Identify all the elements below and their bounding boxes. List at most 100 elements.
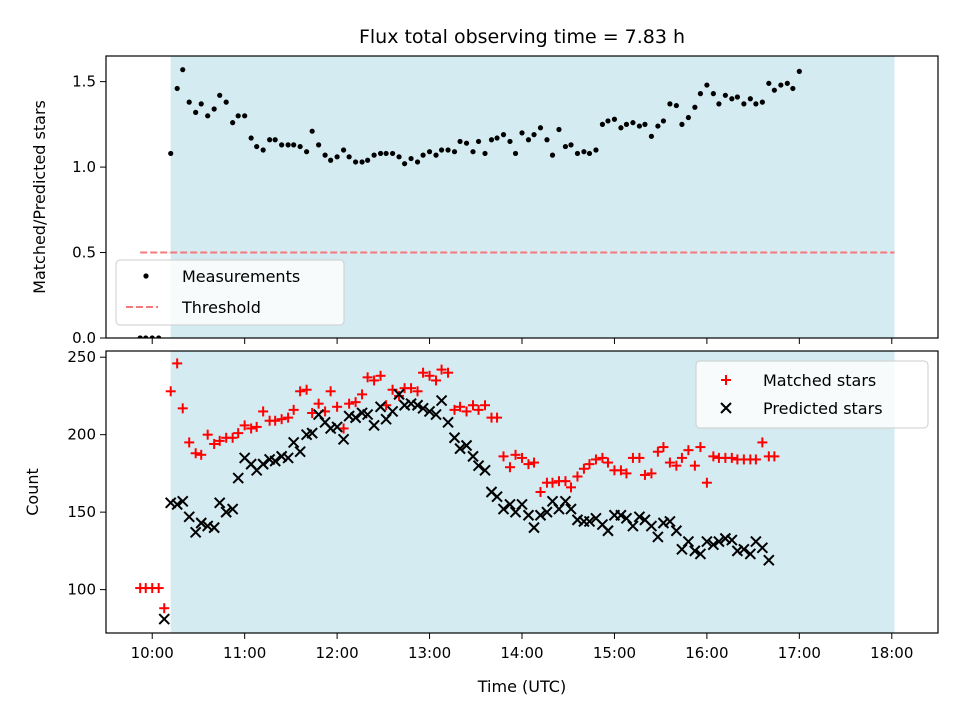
measurement-point — [316, 142, 322, 148]
measurement-point — [174, 85, 180, 92]
measurement-point — [544, 137, 550, 143]
measurement-point — [371, 152, 377, 158]
matched-star-point — [209, 438, 220, 449]
matched-star-point — [412, 386, 423, 397]
matched-star-point — [695, 442, 706, 453]
matched-star-point — [517, 452, 527, 463]
matched-star-point — [455, 401, 466, 412]
matched-star-point — [301, 384, 312, 395]
x-tick-label: 14:00 — [500, 644, 543, 662]
measurement-point — [859, 0, 864, 3]
measurement-point — [586, 150, 593, 157]
measurement-point — [636, 123, 643, 129]
predicted-star-point — [257, 458, 269, 470]
matched-star-point — [214, 435, 225, 446]
predicted-star-point — [460, 439, 473, 452]
y-tick-label: 1.0 — [72, 158, 96, 176]
legend-marker-matched — [721, 375, 731, 385]
predicted-star-point — [213, 497, 226, 509]
matched-star-point — [295, 386, 306, 397]
predicted-star-point — [763, 554, 775, 566]
y-tick-label: 1.5 — [72, 73, 96, 91]
measurement-point — [205, 113, 211, 119]
measurement-point — [512, 150, 519, 157]
measurement-point — [822, 0, 827, 3]
measurement-point — [365, 157, 371, 163]
predicted-star-point — [602, 525, 614, 537]
x-tick-label: 17:00 — [778, 644, 821, 662]
predicted-star-point — [713, 535, 725, 548]
predicted-star-point — [423, 405, 436, 418]
x-tick-label: 16:00 — [685, 644, 728, 662]
x-tick-label: 12:00 — [315, 644, 358, 662]
measurement-point — [704, 82, 710, 88]
top-panel: 0.0 0.5 1.0 1.5 Measurements Threshold — [72, 0, 939, 347]
measurement-point — [482, 150, 488, 157]
predicted-star-point — [670, 525, 683, 537]
predicted-star-point — [393, 388, 405, 401]
measurement-point — [741, 101, 747, 107]
matched-star-point — [726, 452, 737, 463]
x-tick-label: 11:00 — [223, 644, 266, 662]
measurement-point — [457, 138, 463, 145]
predicted-star-point — [189, 526, 202, 538]
measurement-point — [475, 138, 482, 145]
predicted-star-point — [615, 509, 627, 521]
matched-star-point — [338, 423, 349, 434]
measurement-point — [562, 143, 569, 150]
measurement-point — [279, 142, 285, 148]
measurement-point — [771, 87, 777, 93]
measurement-point — [438, 147, 445, 153]
measurement-point — [297, 143, 303, 150]
top-y-axis-label: Matched/Predicted stars — [30, 100, 49, 294]
measurement-point — [451, 149, 458, 155]
measurement-point — [156, 335, 162, 338]
legend-marker-measurements — [143, 273, 149, 279]
predicted-star-point — [158, 613, 170, 625]
matched-star-point — [510, 449, 521, 460]
measurement-point — [537, 125, 544, 131]
matched-star-point — [165, 386, 176, 397]
measurement-point — [525, 137, 532, 143]
measurement-point — [796, 68, 802, 74]
measurement-point — [574, 150, 581, 157]
measurement-point — [611, 116, 618, 122]
measurement-point — [871, 0, 876, 3]
measurement-point — [377, 150, 384, 157]
matched-star-point — [369, 375, 380, 386]
matched-star-point — [313, 398, 324, 409]
predicted-star-point — [349, 411, 362, 424]
predicted-star-point — [411, 399, 424, 411]
predicted-star-point — [269, 455, 281, 467]
measurement-point — [531, 132, 537, 138]
matched-star-point — [350, 397, 361, 408]
measurement-point — [494, 135, 500, 141]
measurement-point — [180, 67, 186, 73]
matched-star-point — [480, 400, 491, 411]
measurement-point — [660, 118, 667, 124]
legend-label-predicted: Predicted stars — [763, 399, 883, 418]
measurement-point — [519, 130, 525, 136]
measurement-point — [186, 99, 192, 105]
matched-star-point — [590, 454, 601, 465]
measurement-point — [401, 161, 408, 167]
measurement-point — [420, 152, 426, 158]
matched-star-point — [689, 460, 700, 471]
predicted-star-point — [374, 401, 387, 413]
measurement-point — [623, 121, 630, 127]
measurement-point — [267, 137, 273, 143]
x-tick-label: 13:00 — [408, 644, 451, 662]
predicted-star-point — [534, 509, 547, 521]
measurement-point — [383, 150, 389, 157]
matched-star-point — [597, 452, 608, 463]
predicted-star-point — [497, 503, 510, 515]
predicted-star-point — [294, 446, 306, 458]
legend-marker-predicted — [720, 402, 732, 414]
measurement-point — [389, 150, 396, 157]
measurement-point — [692, 104, 698, 110]
predicted-star-point — [726, 534, 738, 546]
measurement-point — [710, 91, 716, 97]
matched-star-point — [584, 459, 595, 470]
measurement-point — [309, 128, 315, 134]
predicted-star-point — [442, 416, 454, 428]
